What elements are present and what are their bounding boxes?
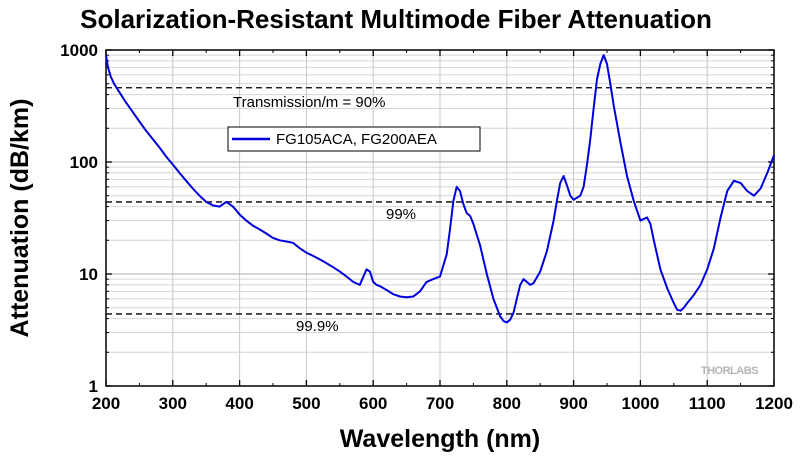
y-tick-label: 100 — [70, 153, 98, 172]
axis-ticks — [105, 49, 775, 387]
x-tick-label: 400 — [225, 394, 253, 413]
reference-line-labels: Transmission/m = 90% 99% 99.9% — [233, 94, 416, 335]
grid-layer — [106, 50, 774, 386]
y-tick-label: 1000 — [60, 41, 98, 60]
x-tick-label: 300 — [159, 394, 187, 413]
x-tick-labels: 200 300 400 500 600 700 800 900 1000 1100 1200 — [92, 394, 793, 413]
chart-title: Solarization-Resistant Multimode Fiber A… — [80, 4, 712, 34]
x-tick-label: 700 — [426, 394, 454, 413]
x-tick-label: 1100 — [689, 394, 726, 413]
thorlabs-logo: THORLABS — [701, 365, 758, 377]
y-tick-label: 10 — [79, 265, 98, 284]
attenuation-series-line — [105, 54, 775, 324]
reference-lines — [106, 87, 774, 315]
y-axis-label: Attenuation (dB/km) — [6, 99, 34, 338]
y-tick-label: 1 — [89, 377, 98, 396]
y-tick-labels: 1 10 100 1000 — [60, 41, 98, 396]
reference-line-label: 99% — [386, 206, 416, 223]
legend-box — [227, 126, 481, 152]
x-tick-label: 500 — [292, 394, 320, 413]
reference-line-label: 99.9% — [296, 318, 339, 335]
x-tick-label: 600 — [359, 394, 387, 413]
x-axis-label: Wavelength (nm) — [340, 425, 540, 453]
x-tick-label: 1200 — [755, 394, 793, 413]
x-tick-label: 900 — [559, 394, 587, 413]
series-layer — [105, 54, 775, 324]
reference-line-label: Transmission/m = 90% — [233, 94, 385, 111]
legend: FG105ACA, FG200AEA — [227, 126, 481, 152]
x-tick-label: 800 — [493, 394, 521, 413]
x-tick-label: 1000 — [621, 394, 659, 413]
legend-label: FG105ACA, FG200AEA — [276, 131, 437, 148]
x-tick-label: 200 — [92, 394, 120, 413]
